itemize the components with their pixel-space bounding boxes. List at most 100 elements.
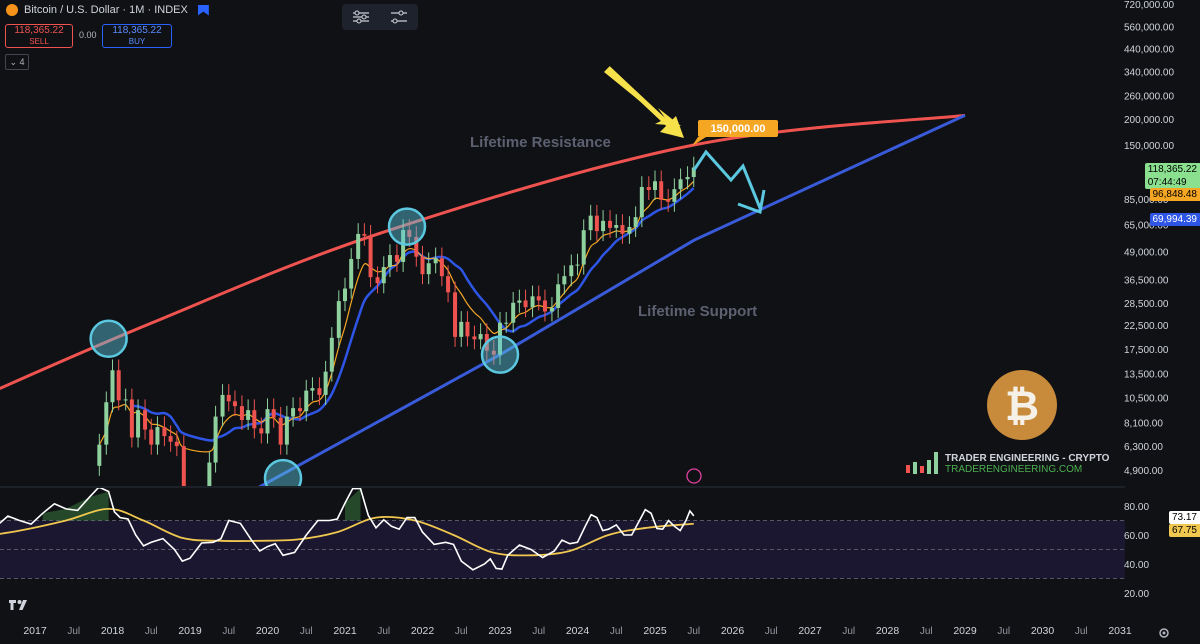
candle-body: [362, 233, 367, 236]
candle-body: [375, 277, 380, 284]
tune-sliders-icon[interactable]: [390, 10, 408, 24]
candle-body: [562, 276, 567, 285]
candle-body: [155, 427, 160, 445]
x-tick-label: Jul: [532, 626, 545, 637]
candle-body: [569, 265, 574, 277]
candle-body: [220, 394, 225, 417]
candle-body: [439, 258, 444, 277]
projection-path: [692, 149, 762, 209]
candle-body: [271, 409, 276, 418]
y-tick-label: 65,000.00: [1124, 220, 1169, 231]
x-tick-label: 2023: [488, 625, 512, 637]
lifetime-support-line: [258, 113, 966, 486]
brand-url: TRADERENGINEERING.COM: [945, 464, 1083, 475]
x-tick-label: Jul: [300, 626, 313, 637]
x-tick-label: 2022: [411, 625, 435, 637]
target-label: 150,000.00: [710, 123, 765, 135]
target-badge-pointer: [692, 137, 706, 146]
y-tick-label: 85,000.00: [1124, 195, 1169, 206]
candle-body: [639, 186, 644, 218]
candle-body: [523, 300, 528, 308]
candle-body: [368, 235, 373, 278]
candle-body: [239, 406, 244, 420]
candle-body: [110, 370, 115, 403]
y-tick-label: 28,500.00: [1124, 299, 1169, 310]
candle-body: [498, 322, 502, 355]
candle-body: [511, 302, 516, 323]
x-tick-label: Jul: [610, 626, 623, 637]
candle-body: [336, 301, 341, 338]
touch-circle: [480, 335, 520, 374]
candle-body: [453, 292, 458, 337]
buy-button[interactable]: 118,365.22 BUY: [102, 24, 172, 48]
x-tick-label: Jul: [222, 626, 235, 637]
y-tick-label: 260,000.00: [1124, 92, 1174, 103]
x-tick-label: Jul: [67, 626, 80, 637]
x-tick-label: 2021: [333, 625, 357, 637]
projection-arrow-head: [737, 189, 766, 215]
y-tick-label: 10,500.00: [1124, 394, 1169, 405]
candle-body: [356, 233, 361, 259]
candle-body: [666, 199, 671, 202]
candle-body: [685, 176, 690, 180]
x-tick-label: 2028: [876, 625, 900, 637]
x-tick-label: Jul: [1075, 626, 1088, 637]
indicators-count: 4: [19, 57, 25, 67]
candle-body: [149, 429, 154, 445]
candle-body: [304, 390, 309, 412]
grid: [0, 486, 1125, 617]
candle-body: [542, 300, 547, 312]
bitcoin-logo: [987, 370, 1057, 440]
candle-body: [343, 288, 347, 302]
gear-icon[interactable]: [1158, 627, 1170, 639]
brand-candle: [934, 452, 938, 474]
candle-body: [207, 462, 212, 486]
candle-body: [298, 408, 303, 412]
x-tick-label: 2025: [643, 625, 667, 637]
callout-arrow-head: [660, 116, 684, 138]
candle-body: [446, 276, 451, 293]
candle-body: [433, 258, 438, 264]
spread-value: 0.00: [79, 30, 97, 40]
touch-circle: [263, 458, 303, 486]
candle-body: [691, 167, 696, 177]
candle-body: [608, 220, 613, 228]
x-tick-label: Jul: [455, 626, 468, 637]
candle-body: [581, 230, 586, 265]
candle-body: [601, 220, 606, 232]
rsi-tick-label: 40.00: [1124, 560, 1149, 571]
tradingview-logo[interactable]: [8, 598, 32, 612]
axes: 2017 Jul 2018 Jul 2019 Jul 2020 Jul 2021 Jul 2022 J…: [23, 0, 1174, 637]
brand-candle: [913, 462, 917, 474]
y-tick-label: 13,500.00: [1124, 370, 1169, 381]
symbol-title[interactable]: Bitcoin / U.S. Dollar · 1M · INDEX: [24, 4, 188, 16]
candle-body: [459, 321, 464, 337]
rsi-tick-label: 80.00: [1124, 502, 1149, 513]
candle-body: [620, 225, 625, 234]
candle-body: [329, 337, 334, 372]
y-tick-label: 6,300.00: [1124, 442, 1163, 453]
candle-body: [252, 410, 257, 429]
price-series: [0, 113, 966, 486]
candle-body: [213, 416, 218, 463]
candle-body: [162, 427, 167, 437]
rsi-tick-label: 20.00: [1124, 589, 1149, 600]
candle-body: [246, 410, 251, 420]
candle-body: [174, 441, 179, 447]
rsi-pane: [0, 488, 695, 571]
candle-body: [414, 236, 419, 257]
rsi-line: [0, 488, 695, 571]
candle-body: [323, 371, 328, 395]
sell-button[interactable]: 118,365.22 SELL: [5, 24, 73, 48]
candle-body: [136, 410, 141, 438]
candle-body: [594, 215, 599, 232]
candle-body: [123, 399, 128, 401]
flag-icon[interactable]: [197, 4, 209, 16]
x-tick-label: Jul: [842, 626, 855, 637]
candle-body: [143, 410, 148, 430]
candle-body: [536, 296, 541, 301]
indicators-toggle[interactable]: ⌄ 4: [5, 54, 29, 70]
y-tick-label: 4,900.00: [1124, 466, 1163, 477]
settings-sliders-icon[interactable]: [352, 10, 370, 24]
